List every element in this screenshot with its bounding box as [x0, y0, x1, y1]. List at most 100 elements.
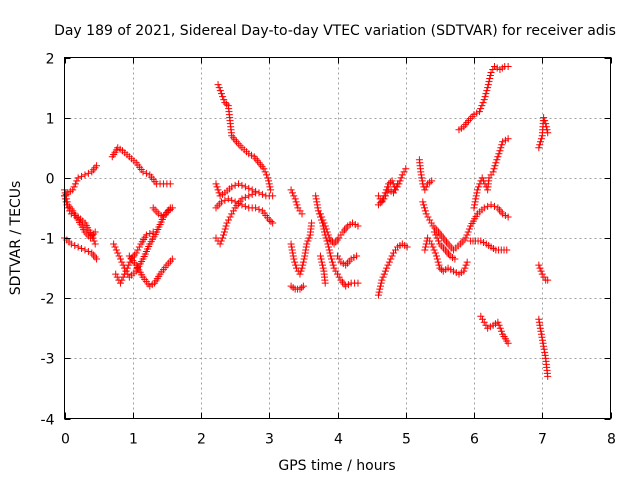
data-point: [263, 171, 271, 179]
data-point: [69, 186, 77, 194]
data-point: [219, 93, 227, 101]
data-point: [212, 180, 220, 188]
data-point: [335, 255, 343, 263]
data-point: [265, 180, 273, 188]
data-point: [490, 202, 498, 210]
data-point: [493, 156, 501, 164]
data-point: [321, 222, 329, 230]
data-point: [318, 213, 326, 221]
data-point: [495, 150, 503, 158]
data-point: [430, 228, 438, 236]
data-point: [90, 237, 98, 245]
data-point: [288, 189, 296, 197]
data-point: [220, 231, 228, 239]
y-tick-label: 2: [46, 52, 55, 68]
data-point: [328, 255, 336, 263]
data-point: [490, 165, 498, 173]
data-point: [290, 255, 298, 263]
data-point: [422, 210, 430, 218]
data-point: [481, 93, 489, 101]
data-point: [299, 261, 307, 269]
data-point: [477, 312, 485, 320]
data-point: [255, 205, 263, 213]
data-point: [267, 186, 275, 194]
data-point: [417, 171, 425, 179]
data-point: [386, 178, 394, 186]
data-point: [213, 183, 221, 191]
data-point: [214, 186, 222, 194]
data-point: [473, 189, 481, 197]
data-point: [421, 186, 429, 194]
data-point: [116, 279, 124, 287]
data-point: [434, 258, 442, 266]
data-point: [400, 168, 408, 176]
data-point: [541, 348, 549, 356]
data-point: [460, 267, 468, 275]
data-point: [478, 174, 486, 182]
data-point: [536, 321, 544, 329]
data-point: [382, 192, 390, 200]
data-point: [290, 192, 298, 200]
data-point: [142, 169, 150, 177]
data-point: [538, 333, 546, 341]
data-point: [429, 243, 437, 251]
data-point: [112, 270, 120, 278]
data-point: [229, 207, 237, 215]
data-point: [424, 213, 432, 221]
data-point: [223, 219, 231, 227]
data-point: [394, 180, 402, 188]
data-point: [123, 264, 131, 272]
data-point: [260, 165, 268, 173]
data-point: [535, 318, 543, 326]
data-point: [432, 231, 440, 239]
data-point: [115, 252, 123, 260]
data-point: [231, 181, 239, 189]
data-point: [332, 267, 340, 275]
data-point: [241, 202, 249, 210]
data-point: [535, 144, 543, 152]
data-point: [214, 81, 222, 89]
data-point: [462, 261, 470, 269]
data-point: [544, 276, 552, 284]
data-point: [121, 270, 129, 278]
data-point: [334, 270, 341, 278]
data-point: [320, 219, 328, 227]
data-point: [325, 243, 333, 251]
data-point: [302, 246, 310, 254]
data-point: [118, 258, 126, 266]
data-point: [480, 204, 488, 212]
data-point: [293, 201, 301, 209]
data-point: [541, 117, 549, 125]
data-point: [266, 183, 274, 191]
data-point: [149, 228, 157, 236]
data-point: [269, 219, 277, 227]
data-point: [166, 180, 174, 188]
data-point: [472, 195, 480, 203]
y-tick-label: 0: [46, 172, 55, 188]
data-point: [84, 169, 92, 177]
data-point: [241, 183, 249, 191]
data-point: [318, 261, 326, 269]
data-point: [116, 255, 124, 263]
data-point: [536, 324, 544, 332]
data-point: [299, 282, 307, 290]
data-point: [540, 345, 548, 353]
data-point: [73, 177, 81, 185]
data-point: [482, 90, 490, 98]
data-point: [125, 261, 133, 269]
data-point: [478, 102, 486, 110]
data-point: [299, 258, 307, 266]
data-point: [388, 177, 396, 185]
data-point: [436, 264, 444, 272]
x-tick-label: 1: [129, 432, 138, 448]
data-point: [215, 84, 223, 92]
data-point: [231, 198, 239, 206]
data-point: [392, 183, 400, 191]
data-point: [298, 284, 306, 292]
data-point: [536, 141, 544, 149]
data-point: [484, 84, 492, 92]
data-point: [497, 327, 505, 335]
data-point: [84, 248, 92, 256]
data-point: [380, 195, 388, 203]
data-point: [328, 258, 336, 266]
